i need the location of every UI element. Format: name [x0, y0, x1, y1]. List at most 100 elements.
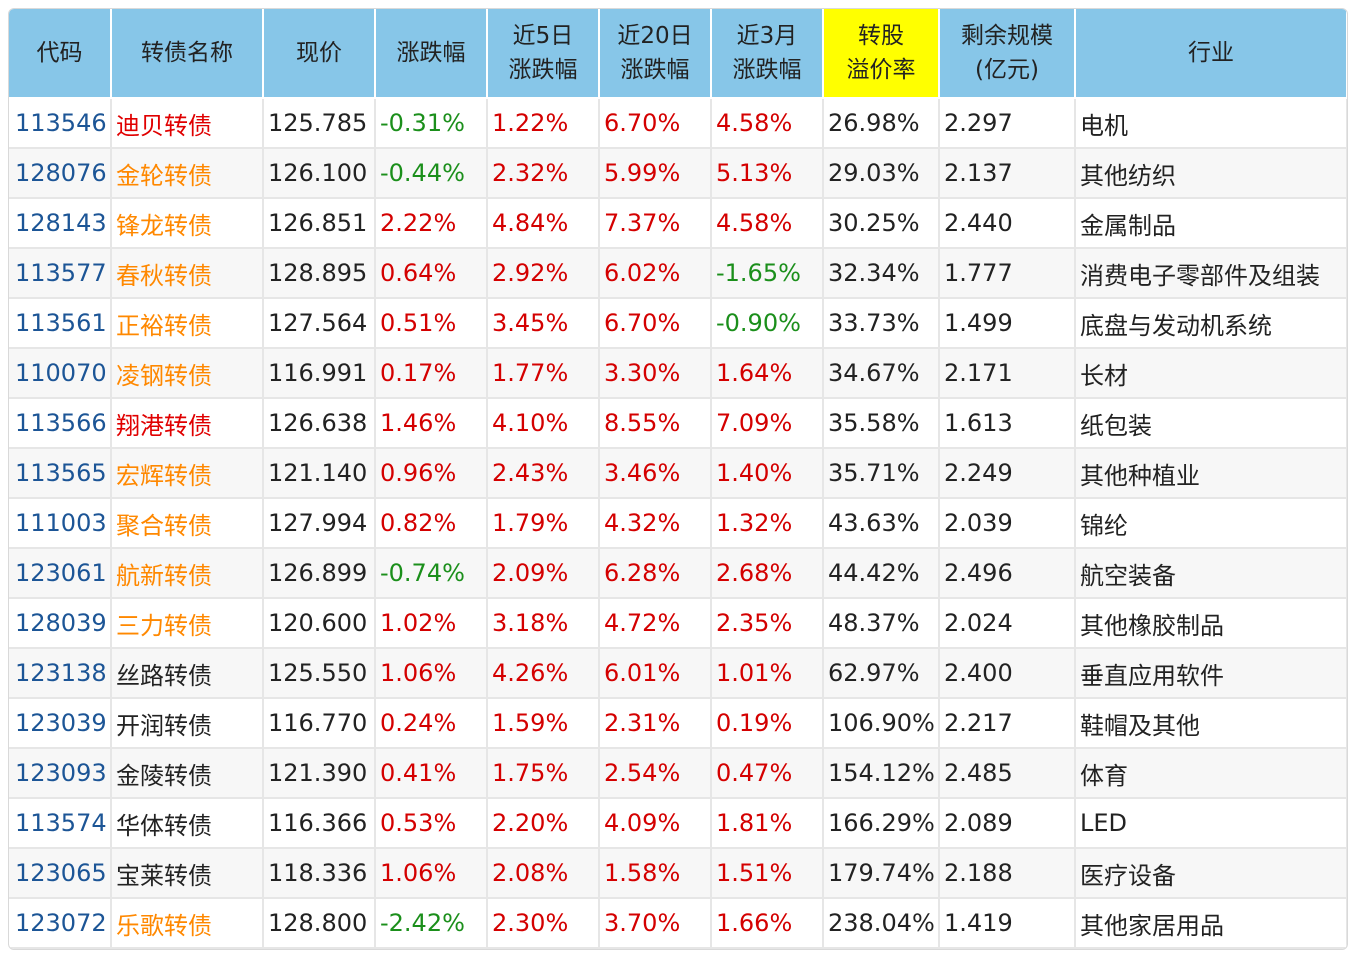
cell-change-5d: 1.77% — [487, 348, 600, 399]
cell-remaining-scale: 2.485 — [939, 748, 1076, 799]
cell-change-3m: 2.35% — [711, 598, 824, 649]
table-row[interactable]: 110070 凌钢转债 116.991 0.17% 1.77% 3.30% 1.64% 34.… — [9, 348, 1347, 399]
cell-code[interactable]: 113577 — [9, 248, 112, 299]
cell-bond-name[interactable]: 金轮转债 — [111, 148, 264, 199]
cell-remaining-scale: 1.613 — [939, 398, 1076, 449]
cell-bond-name[interactable]: 金陵转债 — [111, 748, 264, 799]
cell-code[interactable]: 128143 — [9, 198, 112, 249]
cell-industry: 医疗设备 — [1075, 848, 1347, 899]
cell-industry: 其他纺织 — [1075, 148, 1347, 199]
table-row[interactable]: 123061 航新转债 126.899 -0.74% 2.09% 6.28% 2.68% 44… — [9, 548, 1347, 599]
cell-code[interactable]: 123072 — [9, 898, 112, 949]
cell-change-20d: 6.28% — [599, 548, 712, 599]
table-row[interactable]: 128143 锋龙转债 126.851 2.22% 4.84% 7.37% 4.58% 30.… — [9, 198, 1347, 249]
cell-bond-name[interactable]: 迪贝转债 — [111, 98, 264, 149]
table-row[interactable]: 111003 聚合转债 127.994 0.82% 1.79% 4.32% 1.32% 43.… — [9, 498, 1347, 549]
header-change[interactable]: 涨跌幅 — [375, 9, 488, 99]
table-header: 代码 转债名称 现价 涨跌幅 近5日 涨跌幅 近20日 涨跌幅 近3月 涨跌幅 … — [9, 9, 1347, 99]
cell-conversion-premium: 43.63% — [823, 498, 940, 549]
table-row[interactable]: 113577 春秋转债 128.895 0.64% 2.92% 6.02% -1.65% 32… — [9, 248, 1347, 299]
cell-conversion-premium: 154.12% — [823, 748, 940, 799]
header-remaining-scale[interactable]: 剩余规模 (亿元) — [939, 9, 1076, 99]
cell-change-20d: 6.70% — [599, 298, 712, 349]
cell-conversion-premium: 106.90% — [823, 698, 940, 749]
cell-change: 0.96% — [375, 448, 488, 499]
cell-bond-name[interactable]: 华体转债 — [111, 798, 264, 849]
cell-code[interactable]: 123065 — [9, 848, 112, 899]
cell-industry: 电机 — [1075, 98, 1347, 149]
cell-price: 121.140 — [263, 448, 376, 499]
cell-change-3m: 1.51% — [711, 848, 824, 899]
cell-industry: 其他家居用品 — [1075, 898, 1347, 949]
cell-bond-name[interactable]: 开润转债 — [111, 698, 264, 749]
cell-code[interactable]: 123093 — [9, 748, 112, 799]
cell-code[interactable]: 113566 — [9, 398, 112, 449]
cell-bond-name[interactable]: 凌钢转债 — [111, 348, 264, 399]
cell-change-20d: 2.54% — [599, 748, 712, 799]
cell-bond-name[interactable]: 春秋转债 — [111, 248, 264, 299]
cell-code[interactable]: 113565 — [9, 448, 112, 499]
table-row[interactable]: 128039 三力转债 120.600 1.02% 3.18% 4.72% 2.35% 48.… — [9, 598, 1347, 649]
cell-code[interactable]: 113561 — [9, 298, 112, 349]
cell-change: 0.53% — [375, 798, 488, 849]
table-row[interactable]: 123138 丝路转债 125.550 1.06% 4.26% 6.01% 1.01% 62.… — [9, 648, 1347, 699]
table-row[interactable]: 123093 金陵转债 121.390 0.41% 1.75% 2.54% 0.47% 154… — [9, 748, 1347, 799]
cell-remaining-scale: 1.499 — [939, 298, 1076, 349]
table-row[interactable]: 113546 迪贝转债 125.785 -0.31% 1.22% 6.70% 4.58% 26… — [9, 98, 1347, 149]
cell-change-20d: 6.01% — [599, 648, 712, 699]
header-conversion-premium[interactable]: 转股 溢价率 — [823, 9, 940, 99]
cell-code[interactable]: 123138 — [9, 648, 112, 699]
cell-bond-name[interactable]: 聚合转债 — [111, 498, 264, 549]
header-change-3m[interactable]: 近3月 涨跌幅 — [711, 9, 824, 99]
cell-code[interactable]: 128076 — [9, 148, 112, 199]
header-price[interactable]: 现价 — [263, 9, 376, 99]
cell-industry: 锦纶 — [1075, 498, 1347, 549]
cell-price: 126.899 — [263, 548, 376, 599]
cell-code[interactable]: 111003 — [9, 498, 112, 549]
cell-change-3m: 1.32% — [711, 498, 824, 549]
table-row[interactable]: 113566 翔港转债 126.638 1.46% 4.10% 8.55% 7.09% 35.… — [9, 398, 1347, 449]
table-row[interactable]: 128076 金轮转债 126.100 -0.44% 2.32% 5.99% 5.13% 29… — [9, 148, 1347, 199]
header-change-5d[interactable]: 近5日 涨跌幅 — [487, 9, 600, 99]
cell-industry: 金属制品 — [1075, 198, 1347, 249]
cell-code[interactable]: 110070 — [9, 348, 112, 399]
cell-price: 116.366 — [263, 798, 376, 849]
cell-change-3m: -1.65% — [711, 248, 824, 299]
cell-code[interactable]: 123061 — [9, 548, 112, 599]
cell-change-20d: 6.70% — [599, 98, 712, 149]
header-code[interactable]: 代码 — [9, 9, 112, 99]
cell-price: 128.800 — [263, 898, 376, 949]
cell-conversion-premium: 62.97% — [823, 648, 940, 699]
header-change-20d[interactable]: 近20日 涨跌幅 — [599, 9, 712, 99]
cell-change-3m: 5.13% — [711, 148, 824, 199]
cell-bond-name[interactable]: 乐歌转债 — [111, 898, 264, 949]
cell-price: 125.550 — [263, 648, 376, 699]
header-bond-name[interactable]: 转债名称 — [111, 9, 264, 99]
cell-industry: 其他橡胶制品 — [1075, 598, 1347, 649]
cell-change-20d: 4.09% — [599, 798, 712, 849]
cell-bond-name[interactable]: 锋龙转债 — [111, 198, 264, 249]
cell-code[interactable]: 123039 — [9, 698, 112, 749]
cell-bond-name[interactable]: 翔港转债 — [111, 398, 264, 449]
table-row[interactable]: 113561 正裕转债 127.564 0.51% 3.45% 6.70% -0.90% 33… — [9, 298, 1347, 349]
table-row[interactable]: 123039 开润转债 116.770 0.24% 1.59% 2.31% 0.19% 106… — [9, 698, 1347, 749]
cell-code[interactable]: 113574 — [9, 798, 112, 849]
table-row[interactable]: 113565 宏辉转债 121.140 0.96% 2.43% 3.46% 1.40% 35.… — [9, 448, 1347, 499]
cell-bond-name[interactable]: 航新转债 — [111, 548, 264, 599]
cell-bond-name[interactable]: 宝莱转债 — [111, 848, 264, 899]
cell-bond-name[interactable]: 正裕转债 — [111, 298, 264, 349]
table-row[interactable]: 113574 华体转债 116.366 0.53% 2.20% 4.09% 1.81% 166… — [9, 798, 1347, 849]
cell-change: 0.24% — [375, 698, 488, 749]
cell-bond-name[interactable]: 三力转债 — [111, 598, 264, 649]
cell-change-3m: 0.47% — [711, 748, 824, 799]
table-row[interactable]: 123072 乐歌转债 128.800 -2.42% 2.30% 3.70% 1.66% 23… — [9, 898, 1347, 949]
cell-change-5d: 2.43% — [487, 448, 600, 499]
cell-change: -0.44% — [375, 148, 488, 199]
cell-bond-name[interactable]: 丝路转债 — [111, 648, 264, 699]
cell-code[interactable]: 113546 — [9, 98, 112, 149]
cell-price: 120.600 — [263, 598, 376, 649]
header-industry[interactable]: 行业 — [1075, 9, 1347, 99]
cell-code[interactable]: 128039 — [9, 598, 112, 649]
table-row[interactable]: 123065 宝莱转债 118.336 1.06% 2.08% 1.58% 1.51% 179… — [9, 848, 1347, 899]
cell-bond-name[interactable]: 宏辉转债 — [111, 448, 264, 499]
